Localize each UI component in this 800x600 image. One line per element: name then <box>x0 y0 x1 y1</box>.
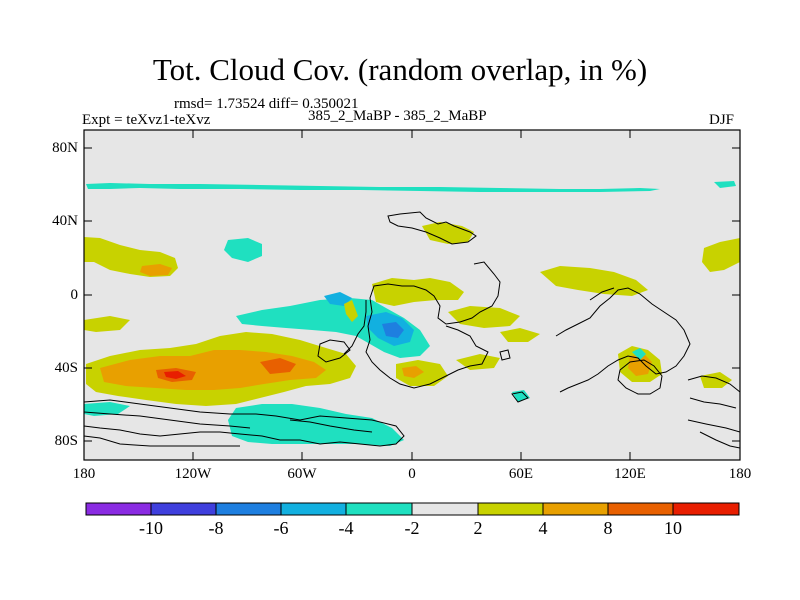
colorbar-box-4 <box>281 503 346 515</box>
contour-yellow-tiny <box>344 300 358 322</box>
contour-yellow-se <box>700 372 732 388</box>
contour-red-spac <box>164 371 186 379</box>
lon-label-180e: 180 <box>728 466 752 482</box>
colorbar-box-3 <box>216 503 281 515</box>
lat-label-0: 0 <box>70 287 79 303</box>
colorbar-label: -6 <box>273 518 289 538</box>
contour-yellow-sio <box>456 354 500 370</box>
contour-teal-60n-east <box>714 181 736 188</box>
contour-teal-southern <box>228 404 404 446</box>
lon-label-120w: 120W <box>174 466 212 482</box>
experiment-label: Expt = teXvz1-teXvz <box>82 112 211 128</box>
lat-label-80n: 80N <box>52 140 78 156</box>
coastlines <box>84 211 740 449</box>
contour-orange-npac <box>140 264 172 276</box>
contour-yellow-indian2 <box>500 328 540 342</box>
contour-cyan-small <box>324 292 352 306</box>
colorbar-box-8 <box>543 503 608 515</box>
colorbar-label: -8 <box>208 518 224 538</box>
contour-darkorange-spac2 <box>260 358 296 374</box>
colorbar-label: -10 <box>139 518 163 538</box>
contour-yellow-asia <box>540 266 648 296</box>
lat-label-80s: 80S <box>54 433 78 449</box>
colorbar-box-10 <box>673 503 739 515</box>
contour-orange-spac <box>100 350 326 390</box>
season-label: DJF <box>709 112 735 128</box>
colorbar-box-6 <box>412 503 478 515</box>
contour-orange-aus <box>628 354 652 376</box>
lat-label-40s: 40S <box>54 360 78 376</box>
contour-yellow-natl <box>422 222 474 244</box>
stats-text: rmsd= 1.73524 diff= 0.350021 <box>174 96 359 112</box>
colorbar-box-1 <box>86 503 151 515</box>
colorbar-label: 2 <box>473 518 483 538</box>
contour-yellow-weq <box>84 316 130 332</box>
lon-label-60e: 60E <box>508 466 534 482</box>
lon-label-180w: 180 <box>72 466 96 482</box>
colorbar-label: 10 <box>664 518 682 538</box>
colorbar-label: 8 <box>603 518 613 538</box>
contour-orange-satl <box>402 366 424 378</box>
contour-blue-equator <box>382 322 404 338</box>
colorbar-box-5 <box>346 503 412 515</box>
contour-yellow-indian <box>448 306 520 328</box>
colorbar-box-9 <box>608 503 673 515</box>
colorbar-box-7 <box>478 503 543 515</box>
lat-label-40n: 40N <box>52 213 78 229</box>
contour-teal-npac <box>224 238 262 262</box>
contour-teal-60n <box>86 183 660 192</box>
lon-label-60w: 60W <box>287 466 317 482</box>
contour-yellow-east <box>702 238 740 272</box>
lon-label-0: 0 <box>408 466 416 482</box>
colorbar-label: -4 <box>338 518 354 538</box>
colorbar <box>85 502 740 516</box>
colorbar-label: -2 <box>404 518 420 538</box>
colorbar-box-2 <box>151 503 216 515</box>
comparison-label: 385_2_MaBP - 385_2_MaBP <box>308 108 487 124</box>
lat-ticks <box>84 147 740 442</box>
colorbar-label: 4 <box>538 518 548 538</box>
contour-teal-aus <box>632 348 646 360</box>
contour-fields <box>84 181 740 449</box>
lon-ticks <box>192 130 631 460</box>
map-title: Tot. Cloud Cov. (random overlap, in %) <box>152 52 648 87</box>
lon-label-120e: 120E <box>614 466 646 482</box>
contour-blank <box>282 198 304 212</box>
